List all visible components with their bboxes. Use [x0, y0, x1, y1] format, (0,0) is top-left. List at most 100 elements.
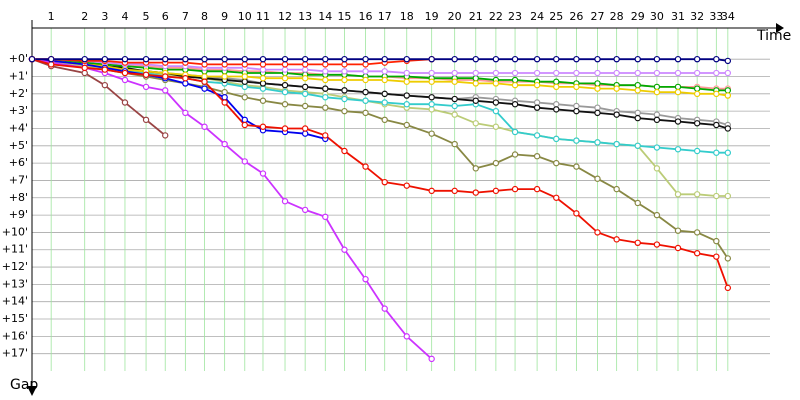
y-tick-label: +3'	[9, 104, 28, 117]
data-point	[713, 90, 720, 98]
data-point	[241, 121, 248, 129]
x-tick-label: 23	[508, 10, 522, 23]
data-point	[281, 61, 289, 68]
data-point	[259, 66, 267, 73]
data-point	[182, 109, 189, 117]
data-point	[162, 132, 169, 139]
data-point	[724, 192, 732, 200]
data-point	[362, 55, 369, 63]
y-tick-label: +2'	[9, 87, 28, 100]
data-point	[472, 75, 479, 82]
data-point	[362, 275, 369, 283]
data-point	[613, 85, 620, 92]
data-point	[594, 229, 601, 236]
data-point	[341, 61, 348, 68]
data-point	[653, 241, 661, 248]
data-point	[403, 121, 410, 129]
data-point	[341, 246, 348, 253]
y-tick-label: +16'	[2, 329, 28, 342]
data-point	[341, 87, 348, 94]
data-point	[322, 68, 329, 75]
y-tick-label: +1'	[9, 70, 28, 83]
data-point	[47, 61, 55, 68]
data-point	[573, 102, 580, 110]
data-point	[281, 198, 289, 205]
data-point	[259, 97, 267, 104]
x-tick-label: 10	[238, 10, 252, 23]
data-point	[301, 206, 309, 214]
data-point	[381, 90, 388, 98]
data-point	[241, 55, 248, 63]
x-tick-label: 7	[182, 10, 189, 23]
data-point	[259, 85, 267, 92]
data-point	[533, 132, 541, 139]
data-point	[81, 69, 88, 77]
data-point	[381, 68, 388, 75]
data-point	[428, 69, 435, 77]
x-tick-label: 20	[448, 10, 462, 23]
data-point	[594, 80, 601, 87]
x-tick-label: 26	[569, 10, 583, 23]
x-tick-label: 11	[256, 10, 270, 23]
data-point	[533, 69, 541, 77]
data-point	[259, 55, 267, 63]
data-point	[594, 69, 601, 77]
data-point	[121, 99, 129, 106]
data-point	[472, 120, 479, 127]
data-point	[492, 99, 500, 106]
data-point	[281, 81, 289, 89]
data-point	[322, 55, 329, 63]
x-axis-label: Time	[756, 28, 791, 44]
data-point	[511, 151, 519, 158]
data-point	[653, 116, 661, 124]
data-point	[573, 210, 580, 217]
x-tick-label: 6	[162, 10, 169, 23]
data-point	[403, 92, 410, 99]
y-axis-arrow	[27, 386, 37, 396]
data-point	[533, 185, 541, 193]
data-point	[533, 55, 541, 63]
data-point	[259, 80, 267, 87]
y-tick-label: +6'	[9, 156, 28, 169]
data-point	[472, 55, 479, 63]
data-point	[362, 163, 369, 170]
data-point	[322, 85, 329, 92]
data-point	[492, 69, 500, 77]
data-point	[724, 149, 732, 156]
x-tick-label: 13	[298, 10, 312, 23]
y-tick-label: +17'	[2, 347, 28, 360]
data-point	[674, 146, 682, 153]
data-point	[428, 106, 435, 113]
data-point	[693, 120, 701, 127]
data-point	[511, 76, 519, 84]
data-point	[301, 83, 309, 91]
data-point	[381, 116, 388, 124]
data-point	[653, 211, 661, 219]
data-point	[281, 101, 289, 108]
data-point	[553, 135, 560, 143]
data-point	[241, 116, 248, 124]
data-point	[613, 69, 620, 77]
data-point	[322, 132, 329, 139]
x-tick-label: 24	[530, 10, 544, 23]
data-point	[403, 182, 410, 189]
data-point	[162, 87, 169, 94]
data-point	[201, 85, 208, 92]
data-point	[472, 97, 479, 104]
y-tick-label: +8'	[9, 191, 28, 204]
data-point	[553, 78, 560, 85]
data-point	[511, 69, 519, 77]
data-point	[301, 75, 309, 82]
data-point	[428, 130, 435, 137]
data-point	[28, 55, 36, 63]
data-point	[259, 123, 267, 130]
x-tick-label: 32	[690, 10, 704, 23]
data-point	[301, 61, 309, 68]
data-point	[81, 64, 88, 72]
x-tick-label: 3	[101, 10, 108, 23]
data-point	[724, 284, 732, 292]
data-point	[674, 227, 682, 234]
data-point	[259, 170, 267, 177]
data-point	[341, 107, 348, 115]
data-point	[381, 99, 388, 106]
